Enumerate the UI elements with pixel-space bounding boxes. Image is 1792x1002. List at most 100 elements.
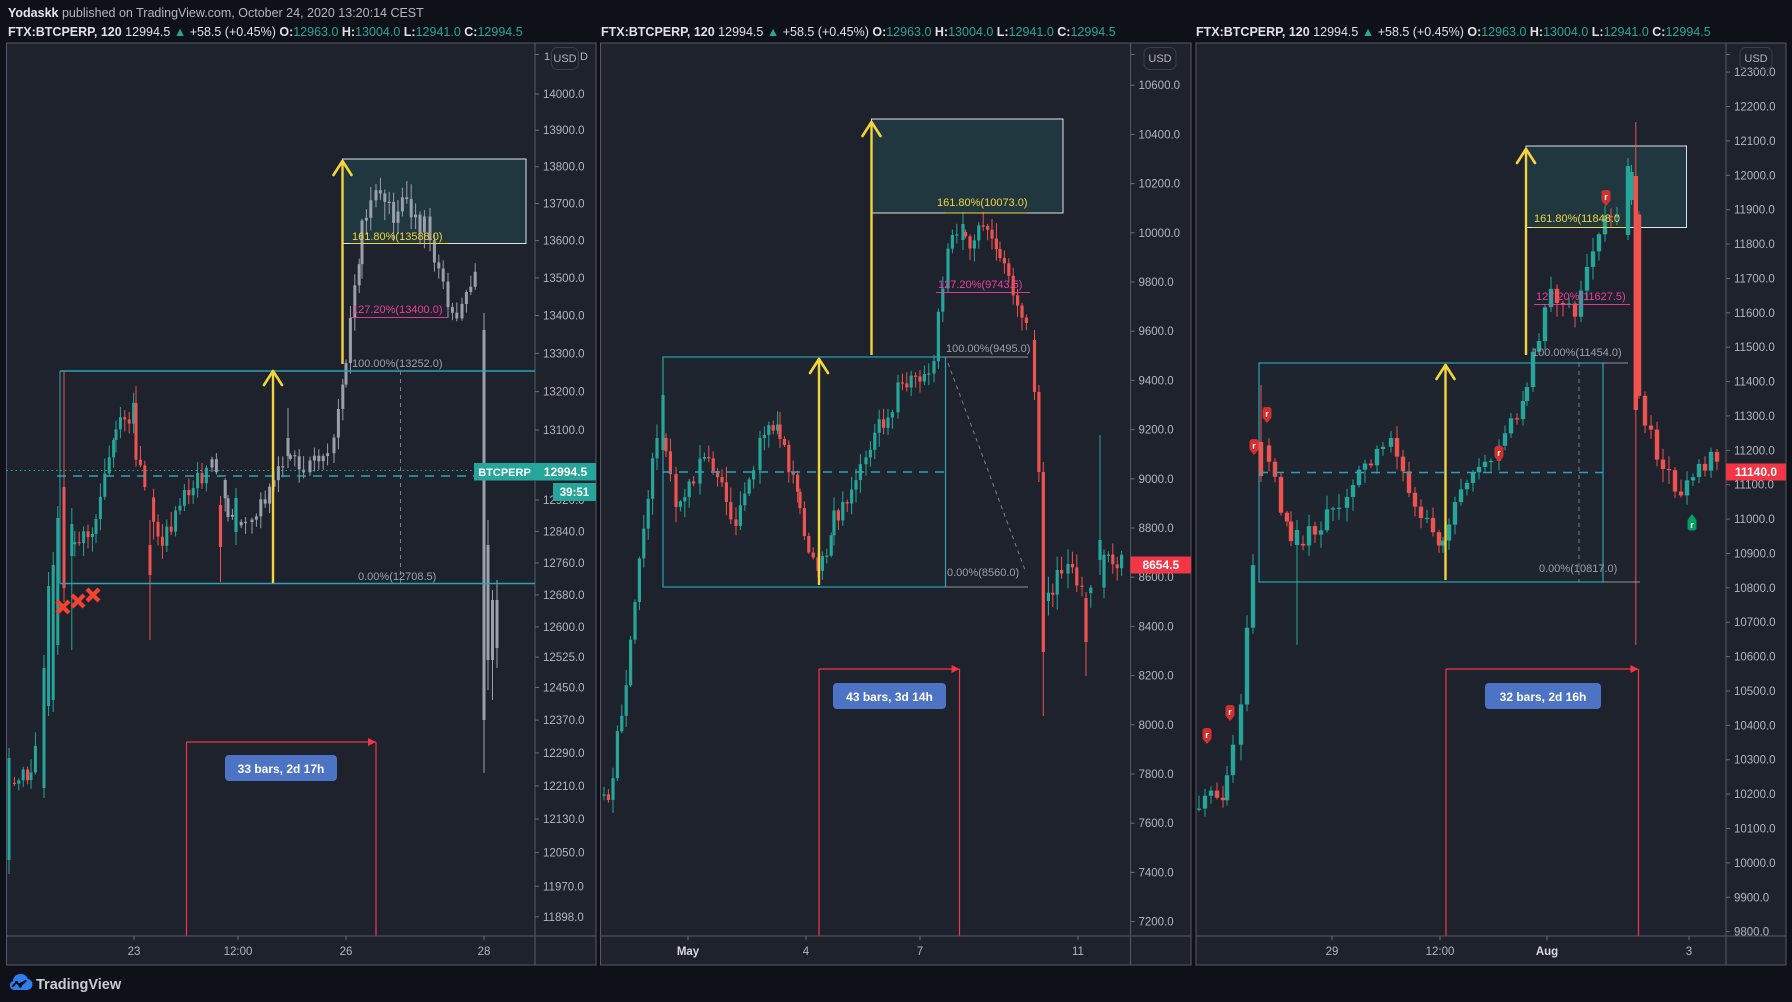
svg-text:Yodaskk published on TradingVi: Yodaskk published on TradingView.com, Oc… [8, 6, 424, 20]
svg-text:TradingView: TradingView [36, 977, 122, 993]
svg-text:161.80%(11848.0: 161.80%(11848.0 [1534, 213, 1620, 225]
svg-text:12:00: 12:00 [224, 946, 253, 958]
svg-text:7200.0: 7200.0 [1139, 917, 1174, 929]
svg-text:12680.0: 12680.0 [543, 590, 585, 602]
svg-text:11140.0: 11140.0 [1735, 465, 1777, 479]
svg-text:10200.0: 10200.0 [1734, 789, 1776, 801]
svg-text:100.00%(13252.0): 100.00%(13252.0) [352, 358, 443, 370]
svg-text:11800.0: 11800.0 [1734, 239, 1775, 251]
svg-text:9200.0: 9200.0 [1139, 425, 1174, 437]
svg-text:9600.0: 9600.0 [1139, 326, 1174, 338]
svg-text:9800.0: 9800.0 [1139, 277, 1174, 289]
svg-text:13300.0: 13300.0 [543, 348, 585, 360]
svg-text:29: 29 [1326, 946, 1339, 958]
svg-text:11200.0: 11200.0 [1734, 445, 1775, 457]
svg-text:127.20%(11627.5): 127.20%(11627.5) [1536, 291, 1626, 303]
svg-text:11: 11 [1072, 946, 1084, 958]
svg-text:28: 28 [478, 946, 491, 958]
svg-text:7800.0: 7800.0 [1139, 769, 1174, 781]
svg-text:D: D [580, 51, 588, 63]
svg-text:11500.0: 11500.0 [1734, 342, 1775, 354]
svg-text:13800.0: 13800.0 [543, 162, 585, 174]
svg-text:USD: USD [1744, 53, 1767, 65]
svg-text:8654.5: 8654.5 [1142, 558, 1179, 572]
svg-text:10200.0: 10200.0 [1139, 179, 1181, 191]
svg-text:USD: USD [1148, 53, 1171, 65]
svg-text:8000.0: 8000.0 [1139, 720, 1174, 732]
svg-text:161.80%(10073.0): 161.80%(10073.0) [937, 197, 1028, 209]
svg-text:9400.0: 9400.0 [1139, 375, 1174, 387]
svg-text:11000.0: 11000.0 [1734, 514, 1775, 526]
svg-text:12525.0: 12525.0 [543, 652, 585, 664]
svg-text:12600.0: 12600.0 [543, 622, 585, 634]
svg-text:13100.0: 13100.0 [543, 425, 585, 437]
svg-text:7600.0: 7600.0 [1139, 818, 1174, 830]
svg-text:43 bars, 3d 14h: 43 bars, 3d 14h [846, 690, 933, 704]
svg-text:11400.0: 11400.0 [1734, 377, 1775, 389]
svg-text:10000.0: 10000.0 [1734, 858, 1776, 870]
svg-text:10700.0: 10700.0 [1734, 617, 1776, 629]
svg-text:11898.0: 11898.0 [543, 912, 584, 924]
svg-text:11100.0: 11100.0 [1734, 480, 1774, 492]
svg-text:BTCPERP: BTCPERP [478, 467, 531, 479]
svg-text:10800.0: 10800.0 [1734, 583, 1776, 595]
svg-text:13700.0: 13700.0 [543, 199, 585, 211]
svg-text:1: 1 [544, 51, 550, 63]
svg-text:100.00%(11454.0): 100.00%(11454.0) [1532, 347, 1622, 359]
svg-text:0.00%(8560.0): 0.00%(8560.0) [947, 567, 1019, 579]
svg-text:12300.0: 12300.0 [1734, 67, 1776, 79]
svg-text:10900.0: 10900.0 [1734, 549, 1776, 561]
svg-text:127.20%(13400.0): 127.20%(13400.0) [352, 304, 443, 316]
svg-text:11300.0: 11300.0 [1734, 411, 1775, 423]
svg-text:11700.0: 11700.0 [1734, 273, 1775, 285]
svg-text:4: 4 [803, 946, 810, 958]
svg-text:12:00: 12:00 [1426, 946, 1455, 958]
svg-text:12200.0: 12200.0 [1734, 102, 1776, 114]
svg-text:12840.0: 12840.0 [543, 526, 585, 538]
svg-text:r: r [1604, 192, 1608, 202]
svg-text:USD: USD [553, 53, 576, 65]
svg-text:0.00%(12708.5): 0.00%(12708.5) [358, 571, 436, 583]
svg-text:13600.0: 13600.0 [543, 236, 585, 248]
svg-text:10400.0: 10400.0 [1734, 720, 1776, 732]
svg-text:r: r [1252, 441, 1256, 451]
svg-text:11600.0: 11600.0 [1734, 308, 1775, 320]
svg-text:Aug: Aug [1536, 946, 1558, 958]
svg-text:10300.0: 10300.0 [1734, 755, 1776, 767]
svg-text:8600.0: 8600.0 [1139, 572, 1174, 584]
svg-text:23: 23 [128, 946, 141, 958]
svg-text:8400.0: 8400.0 [1139, 621, 1174, 633]
svg-text:10600.0: 10600.0 [1734, 652, 1776, 664]
svg-text:r: r [1228, 707, 1232, 717]
svg-text:13900.0: 13900.0 [543, 125, 585, 137]
svg-text:r: r [1265, 409, 1269, 419]
svg-text:26: 26 [340, 946, 353, 958]
svg-text:FTX:BTCPERP, 120 12994.5 ▲ +5: FTX:BTCPERP, 120 12994.5 ▲ +58.5 (+0.45%… [1196, 25, 1711, 39]
svg-text:12000.0: 12000.0 [1734, 170, 1776, 182]
svg-text:10100.0: 10100.0 [1734, 824, 1776, 836]
svg-text:13200.0: 13200.0 [543, 387, 585, 399]
svg-text:10600.0: 10600.0 [1139, 80, 1181, 92]
svg-text:r: r [1497, 448, 1501, 458]
svg-text:9800.0: 9800.0 [1734, 927, 1769, 939]
svg-text:10500.0: 10500.0 [1734, 686, 1776, 698]
svg-text:7: 7 [917, 946, 923, 958]
svg-text:12290.0: 12290.0 [543, 748, 585, 760]
svg-text:FTX:BTCPERP, 120 12994.5 ▲ +5: FTX:BTCPERP, 120 12994.5 ▲ +58.5 (+0.45%… [8, 25, 523, 39]
svg-text:32 bars, 2d 16h: 32 bars, 2d 16h [1500, 690, 1587, 704]
svg-text:0.00%(10817.0): 0.00%(10817.0) [1539, 563, 1617, 575]
svg-text:10000.0: 10000.0 [1139, 228, 1181, 240]
svg-text:FTX:BTCPERP, 120 12994.5 ▲ +5: FTX:BTCPERP, 120 12994.5 ▲ +58.5 (+0.45%… [601, 25, 1116, 39]
svg-text:12130.0: 12130.0 [543, 814, 585, 826]
svg-text:12210.0: 12210.0 [543, 781, 585, 793]
svg-text:13400.0: 13400.0 [543, 311, 585, 323]
svg-text:39:51: 39:51 [560, 487, 590, 499]
svg-text:9000.0: 9000.0 [1139, 474, 1174, 486]
svg-text:3: 3 [1686, 946, 1692, 958]
svg-text:100.00%(9495.0): 100.00%(9495.0) [946, 343, 1030, 355]
svg-text:10400.0: 10400.0 [1139, 129, 1181, 141]
svg-text:8200.0: 8200.0 [1139, 671, 1174, 683]
svg-text:12760.0: 12760.0 [543, 558, 585, 570]
svg-text:14000.0: 14000.0 [543, 89, 585, 101]
svg-text:33 bars, 2d 17h: 33 bars, 2d 17h [238, 762, 325, 776]
